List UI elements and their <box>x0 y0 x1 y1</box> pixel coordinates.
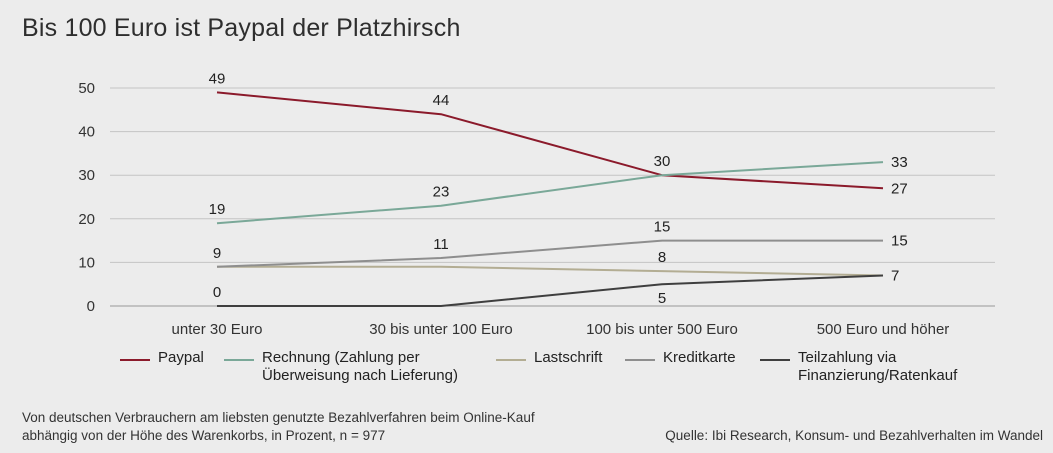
x-axis-labels: unter 30 Euro 30 bis unter 100 Euro 100 bi… <box>172 321 950 338</box>
legend-label: Lastschrift <box>534 349 603 366</box>
legend: Paypal Rechnung (Zahlung per Überweisung… <box>120 349 1020 389</box>
y-tick-label: 0 <box>87 298 95 315</box>
legend-item-rechnung: Rechnung (Zahlung per Überweisung nach L… <box>224 349 458 385</box>
data-label: 15 <box>891 233 908 250</box>
legend-swatch-lastschrift <box>496 359 526 361</box>
legend-item-kreditkarte: Kreditkarte <box>625 349 736 367</box>
series-line <box>217 265 884 277</box>
chart-title: Bis 100 Euro ist Paypal der Platzhirsch <box>22 14 461 42</box>
data-label: 19 <box>209 201 226 218</box>
data-label: 23 <box>433 184 450 201</box>
legend-label: Paypal <box>158 349 204 366</box>
legend-swatch-rechnung <box>224 359 254 361</box>
series-lines <box>216 91 884 307</box>
data-label: 33 <box>891 154 908 171</box>
legend-swatch-paypal <box>120 359 150 361</box>
data-label: 0 <box>213 284 221 301</box>
y-tick-label: 40 <box>78 124 95 141</box>
series-line <box>217 274 884 307</box>
grid-lines <box>110 87 995 307</box>
data-label: 27 <box>891 180 908 197</box>
data-label: 9 <box>213 245 221 262</box>
series-line <box>216 161 884 225</box>
y-tick-label: 20 <box>78 211 95 228</box>
legend-label: Rechnung (Zahlung per Überweisung nach L… <box>262 349 458 384</box>
data-label: 44 <box>433 92 450 109</box>
data-label: 30 <box>654 153 671 170</box>
x-tick-label: 100 bis unter 500 Euro <box>586 321 738 338</box>
data-label: 5 <box>658 290 666 307</box>
data-label: 15 <box>654 219 671 236</box>
series-line <box>216 91 884 190</box>
x-tick-label: 500 Euro und höher <box>817 321 950 338</box>
data-label: 11 <box>433 236 449 253</box>
series-line <box>216 239 883 268</box>
data-label: 8 <box>658 249 666 266</box>
x-tick-label: unter 30 Euro <box>172 321 263 338</box>
legend-label: Kreditkarte <box>663 349 736 366</box>
data-label: 49 <box>209 70 226 87</box>
source-note: Quelle: Ibi Research, Konsum- und Bezahl… <box>665 428 1043 443</box>
legend-swatch-teilzahlung <box>760 359 790 361</box>
legend-item-lastschrift: Lastschrift <box>496 349 602 367</box>
x-tick-label: 30 bis unter 100 Euro <box>369 321 512 338</box>
legend-item-paypal: Paypal <box>120 349 204 367</box>
data-labels: 49 44 30 27 19 23 33 9 11 15 15 8 7 0 5 <box>209 70 908 307</box>
data-label: 7 <box>891 267 899 284</box>
footnote: Von deutschen Verbrauchern am liebsten g… <box>22 410 535 443</box>
legend-item-teilzahlung: Teilzahlung via Finanzierung/Ratenkauf <box>760 349 957 385</box>
legend-label: Teilzahlung via Finanzierung/Ratenkauf <box>798 349 958 384</box>
legend-swatch-kreditkarte <box>625 359 655 361</box>
y-tick-label: 10 <box>78 254 95 271</box>
y-axis-ticks: 0 10 20 30 40 50 <box>78 80 95 315</box>
y-tick-label: 30 <box>78 167 95 184</box>
y-tick-label: 50 <box>78 80 95 97</box>
